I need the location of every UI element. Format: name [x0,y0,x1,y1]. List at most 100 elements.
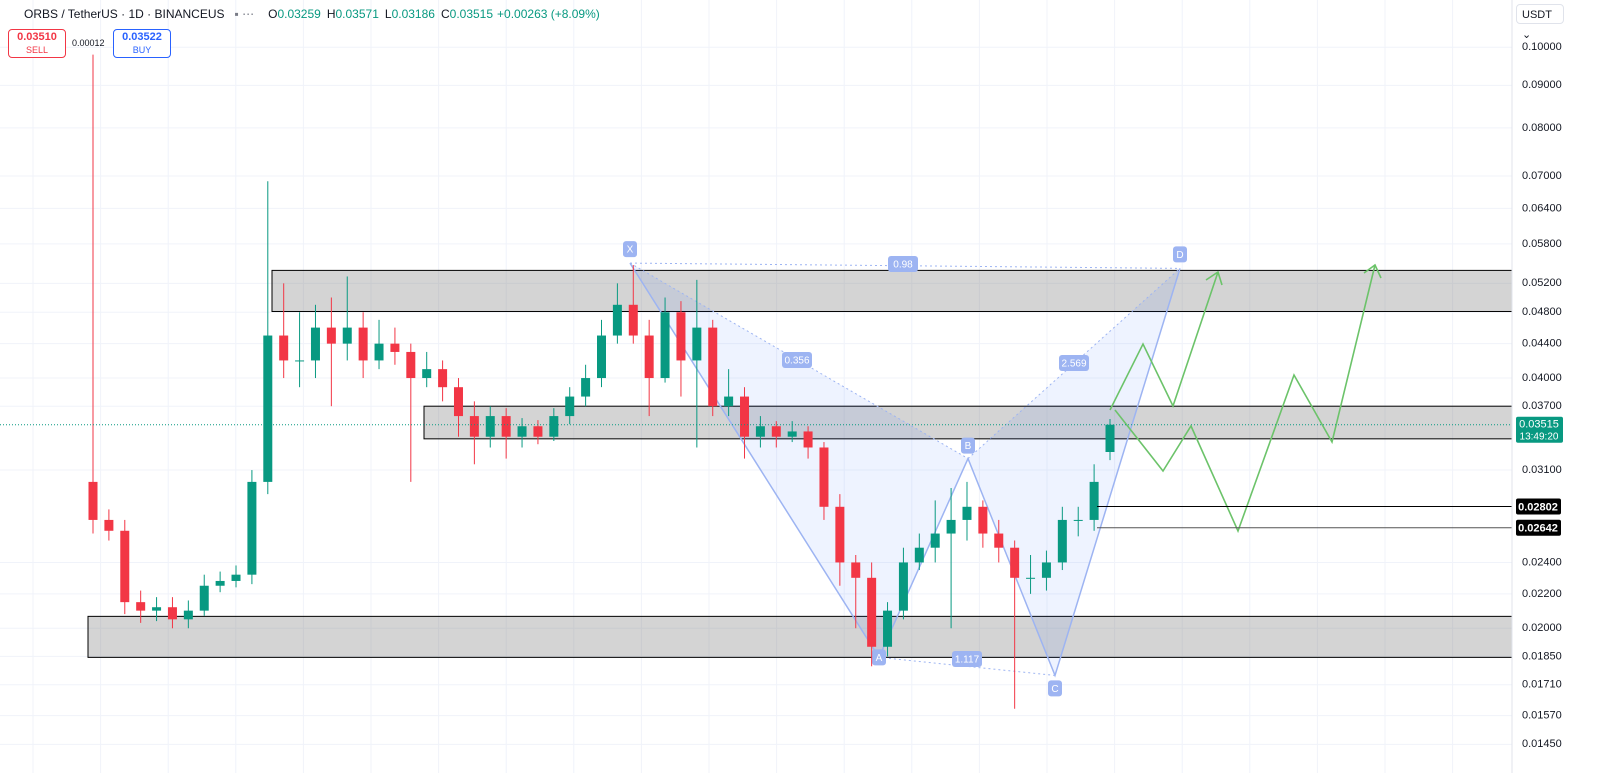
currency-select[interactable]: USDT ⌄ [1516,4,1564,41]
candle-body [819,447,829,507]
y-tick-label: 0.07000 [1522,170,1562,182]
candle-body [914,547,924,563]
candle-body [724,396,734,407]
candle-body [946,519,956,534]
candle-body [628,304,638,336]
y-tick-label: 0.01850 [1522,650,1562,662]
candle-body [88,481,98,520]
candle-body [406,351,416,379]
candle-body [787,431,797,437]
point-label-bg [1048,680,1062,697]
buy-price: 0.03522 [122,31,162,43]
y-tick-label: 0.02000 [1522,622,1562,634]
candle-body [1057,519,1067,563]
candle-body [1105,424,1115,453]
sell-price: 0.03510 [17,31,57,43]
candle-body [358,327,368,361]
ohlc-key: L [384,7,392,21]
projection-arrow [1109,271,1219,411]
symbol: ORBS / TetherUS · 1D · BINANCEUS [24,7,225,21]
candle-body [676,312,686,361]
price-axis [1512,0,1599,773]
pattern-fill [968,268,1180,676]
y-tick-label: 0.05200 [1522,277,1562,289]
point-label-bg [1173,246,1187,263]
ohlc-key: H [326,7,336,21]
y-tick-label: 0.01570 [1522,710,1562,722]
point-label-bg [872,649,886,666]
ratio-bg [782,352,812,368]
candle-body [867,577,877,647]
ohlc-key: C [440,7,450,21]
candle-body [803,431,813,448]
candle-body [485,416,495,437]
ohlc-value: 0.03571 [335,7,379,21]
candle-body [501,416,511,437]
candle-body [279,335,289,361]
projection-arrow [1114,264,1376,534]
candle-body [771,426,781,437]
candle-body [374,343,384,361]
candle-body [120,530,130,603]
buy-label: BUY [132,45,152,55]
menu[interactable]: ▪ ⋯ [234,7,255,21]
ohlc-key: O [268,7,278,21]
candle-body [438,369,448,388]
price-line-label: 0.02642 [1518,523,1558,535]
sell-button[interactable]: 0.03510 SELL [8,29,66,58]
ohlc-value: 0.03186 [391,7,435,21]
candle-body [692,327,702,361]
zone [423,405,1514,440]
change: +0.00263 (+8.09%) [497,7,600,21]
y-tick-label: 0.01710 [1522,679,1562,691]
point-label-bg [623,241,637,258]
candle-body [898,562,908,611]
currency: USDT [1522,9,1552,21]
candle-body [453,387,463,417]
ohlc-value: 0.03515 [449,7,494,21]
candle-body [1073,519,1083,521]
zone [271,269,1514,312]
y-tick-label: 0.06400 [1522,202,1562,214]
ratio-label: 0.356 [784,356,809,367]
candle-body [517,426,527,437]
candle-body [883,610,893,647]
legend: ORBS / TetherUS · 1D · BINANCEUS ▪ ⋯ O 0.… [0,4,600,24]
sell-label: SELL [25,45,49,55]
last-price-label: 0.03515 [1519,419,1559,431]
candle-body [247,481,257,575]
candle-body [612,304,622,336]
candle-body [962,506,972,520]
point-label: A [876,653,883,664]
ratio-label: 0.98 [893,260,913,271]
candle-body [183,610,193,620]
y-tick-label: 0.02400 [1522,556,1562,568]
y-tick-label: 0.01450 [1522,738,1562,750]
candle-body [978,506,988,534]
price-line-label: 0.02802 [1518,501,1558,513]
buy-button[interactable]: 0.03522 BUY [113,29,171,58]
point-label: D [1176,250,1183,261]
candle-body [342,327,352,344]
candle-body [1089,481,1099,520]
candle-body [469,416,479,437]
arrow-head [1205,270,1223,286]
candle-body [851,562,861,578]
last-price-bg [1516,416,1563,443]
point-label: X [627,245,634,256]
candle-body [835,506,845,563]
ratio-bg [952,651,982,667]
point-label-bg [961,437,975,454]
ratio-label: 1.117 [955,655,980,666]
y-tick-label: 0.03100 [1522,464,1562,476]
arrow-head [1363,263,1382,279]
candle-body [930,533,940,548]
candle-body [581,378,591,397]
ratio-bg [1059,355,1089,371]
candle-body [295,360,305,362]
y-tick-label: 0.04800 [1522,306,1562,318]
candle-body [215,580,225,586]
candle-body [1041,562,1051,578]
candle-body [660,312,670,379]
